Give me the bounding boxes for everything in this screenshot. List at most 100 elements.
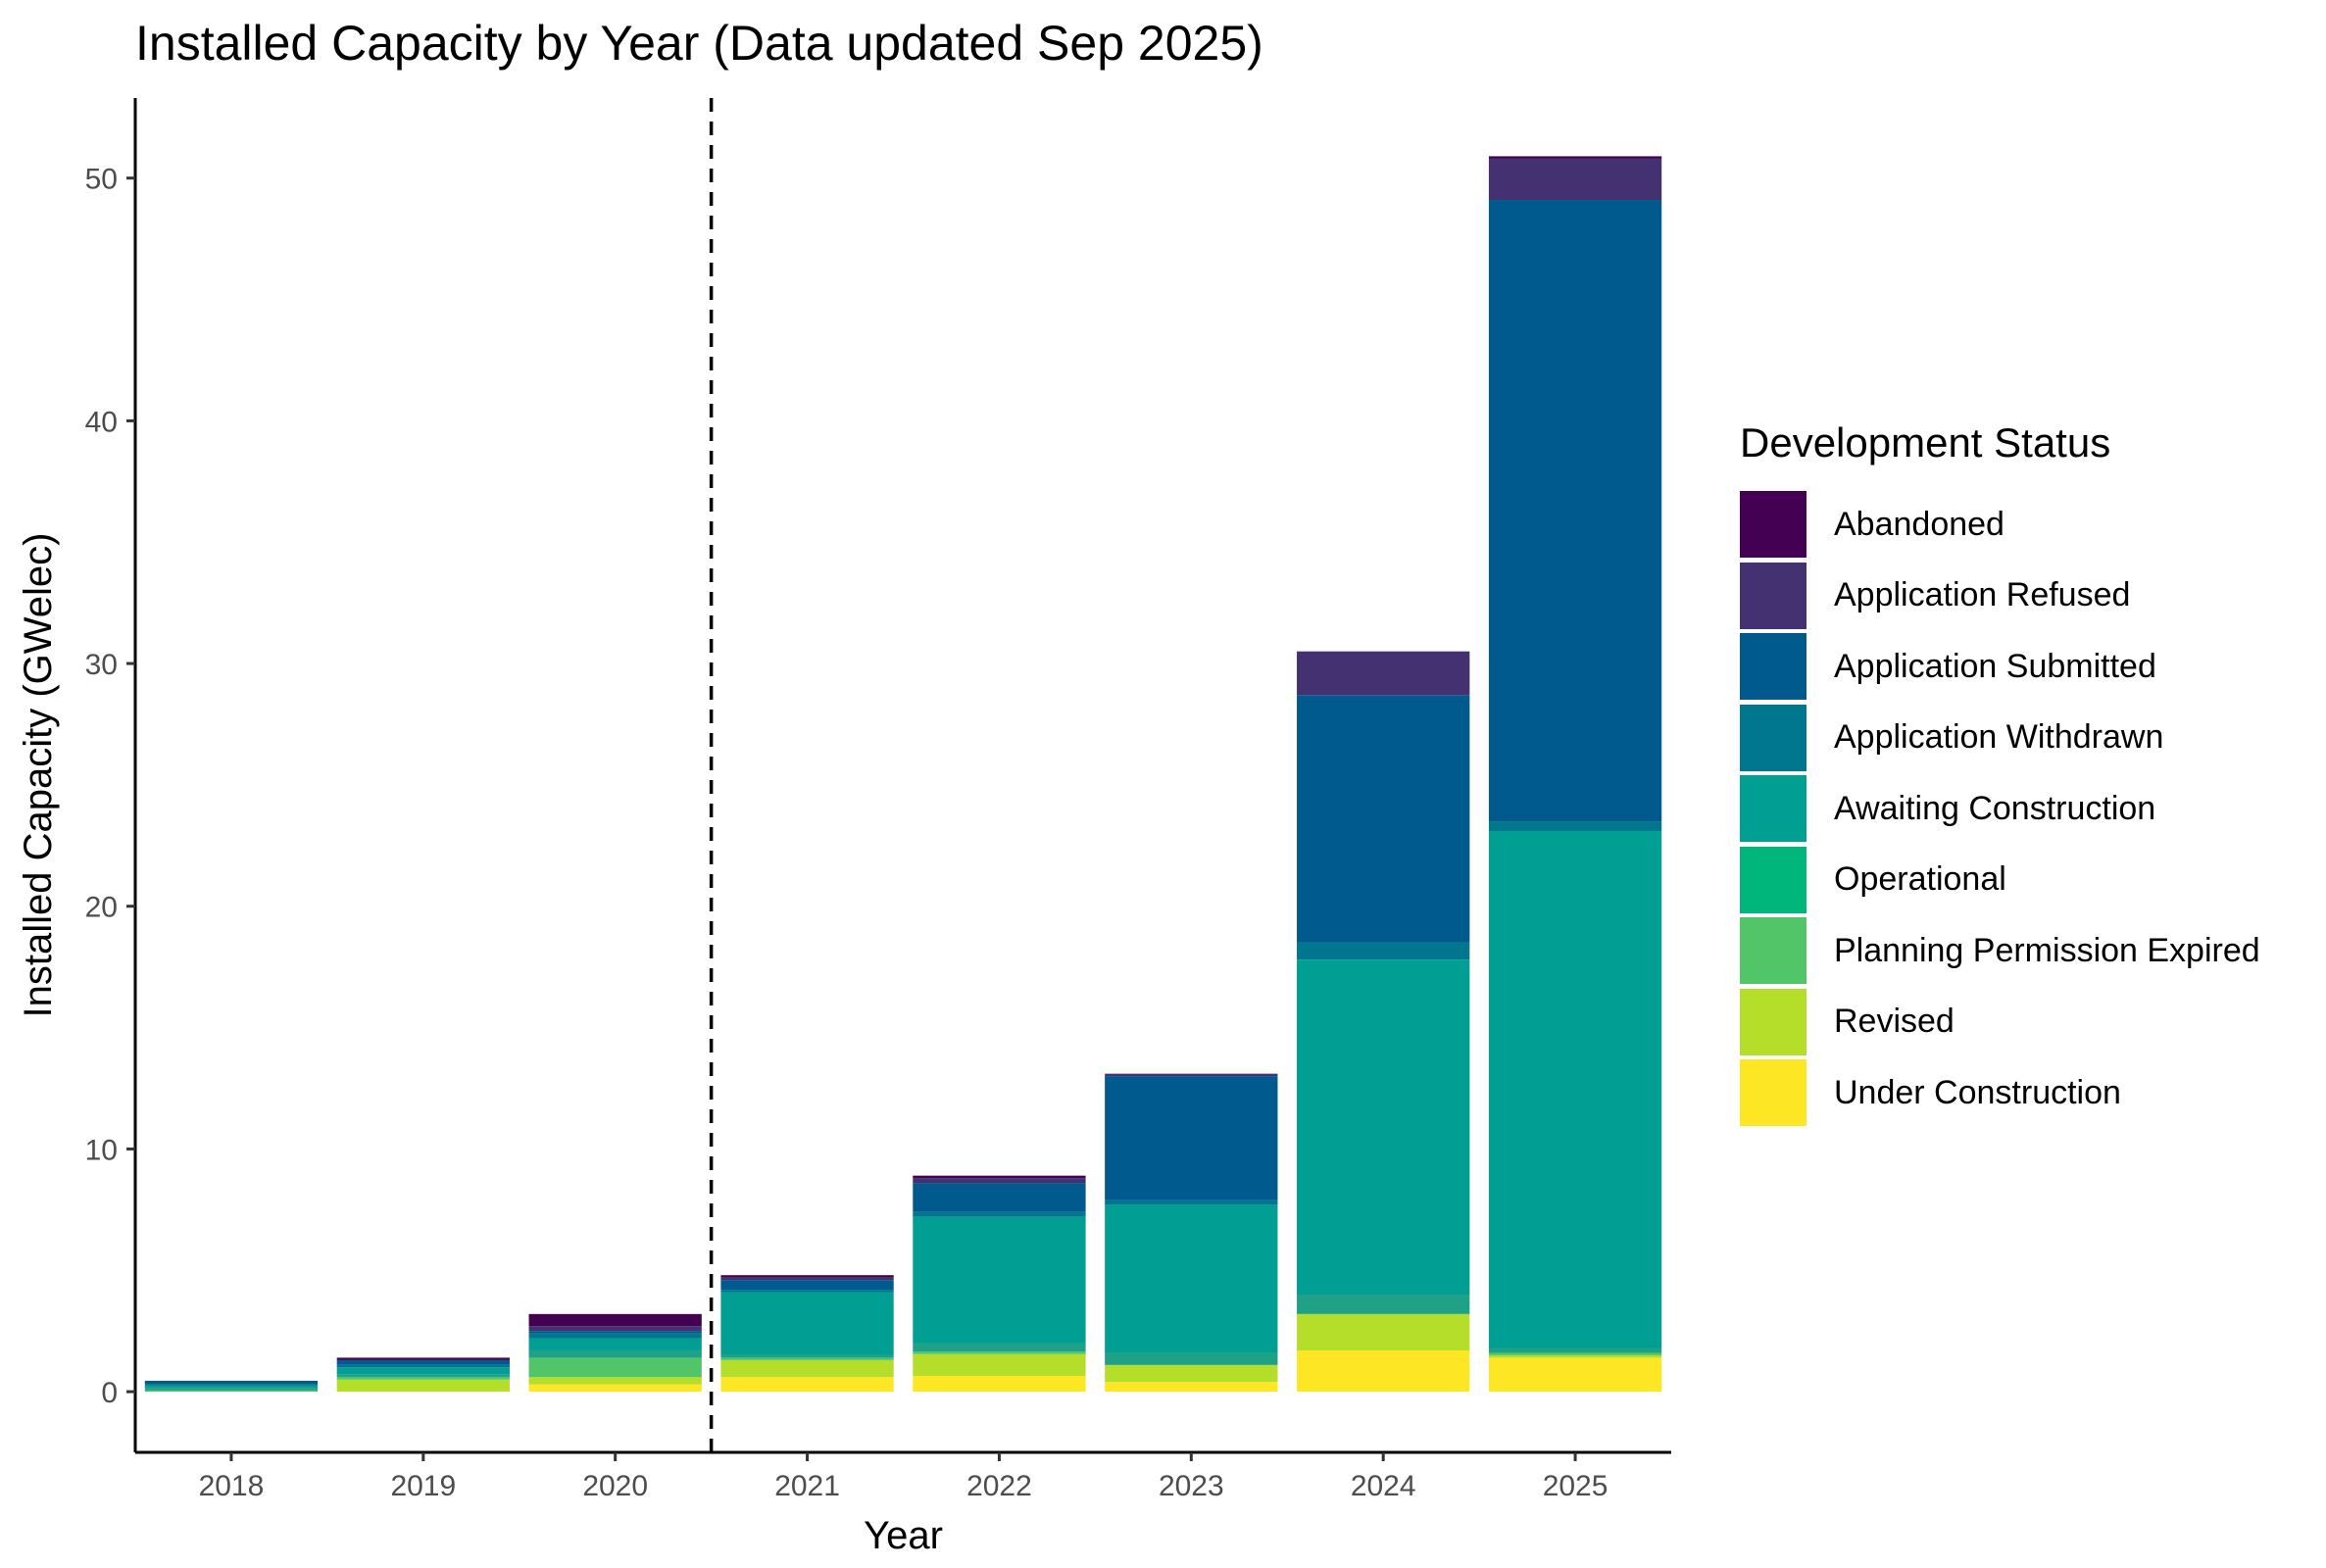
bar-segment (720, 1292, 894, 1355)
bar-stack-2023 (1105, 1073, 1278, 1393)
bar-segment (913, 1211, 1086, 1217)
y-tick-label: 30 (85, 649, 118, 681)
bar-segment (336, 1374, 510, 1378)
bar-stack-2019 (336, 1357, 510, 1393)
y-axis-title: Installed Capacity (GWelec) (17, 533, 60, 1018)
bar-segment (913, 1175, 1086, 1179)
bar-stack-2020 (528, 1313, 702, 1393)
bar-segment (720, 1277, 894, 1281)
bar-segment (336, 1359, 510, 1365)
legend-swatch (1740, 1059, 1806, 1127)
y-tick-label: 10 (85, 1134, 118, 1166)
bar-segment (1105, 1364, 1278, 1383)
legend-items: Abandoned Application Refused Application … (1740, 489, 2260, 1129)
x-tick-label: 2020 (582, 1470, 648, 1502)
legend-swatch (1740, 846, 1806, 913)
x-tick-label: 2022 (966, 1470, 1032, 1502)
bar-segment (1297, 942, 1470, 960)
bar-stack-2021 (720, 1275, 894, 1393)
bar-segment (720, 1290, 894, 1293)
bar-segment (1488, 830, 1662, 1348)
legend-swatch (1740, 704, 1806, 771)
bar-segment (336, 1367, 510, 1375)
bar-segment (1105, 1352, 1278, 1365)
legend-title: Development Status (1740, 419, 2111, 466)
legend-item: Application Refused (1740, 561, 2260, 632)
bar-segment (528, 1326, 702, 1332)
axes-layer: 0 10 20 30 40 50 2018 2019 2020 2021 2022 2023 2024 2… (85, 98, 1671, 1502)
bar-segment (1488, 821, 1662, 831)
bar-segment (1488, 158, 1662, 201)
bar-segment (913, 1351, 1086, 1354)
legend-item: Under Construction (1740, 1057, 2260, 1129)
bar-segment (528, 1384, 702, 1393)
bar-segment (144, 1385, 319, 1389)
legend-label: Application Submitted (1834, 647, 2156, 685)
legend-item: Abandoned (1740, 489, 2260, 561)
bar-segment (1105, 1382, 1278, 1393)
legend: Development Status Abandoned Application … (1740, 416, 2260, 1129)
legend-item: Planning Permission Expired (1740, 915, 2260, 987)
bar-segment (1297, 1349, 1470, 1393)
legend-label: Under Construction (1834, 1073, 2121, 1111)
legend-label: Application Withdrawn (1834, 718, 2164, 757)
x-tick-label: 2025 (1543, 1470, 1608, 1502)
y-tick-label: 50 (85, 164, 118, 196)
bar-segment (1105, 1076, 1278, 1200)
bar-segment (144, 1390, 319, 1393)
legend-label: Revised (1834, 1003, 1955, 1041)
bar-stack-2025 (1488, 156, 1662, 1393)
legend-item: Revised (1740, 987, 2260, 1058)
bar-segment (336, 1357, 510, 1360)
bar-segment (913, 1178, 1086, 1184)
legend-label: Awaiting Construction (1834, 789, 2156, 827)
bar-segment (1488, 200, 1662, 822)
legend-item: Operational (1740, 845, 2260, 916)
bar-segment (913, 1353, 1086, 1376)
bar-segment (913, 1375, 1086, 1393)
legend-label: Planning Permission Expired (1834, 931, 2260, 969)
bar-segment (1297, 959, 1470, 1296)
bar-segment (336, 1377, 510, 1380)
x-tick-label: 2021 (774, 1470, 840, 1502)
bar-segment (528, 1377, 702, 1385)
x-axis-title: Year (864, 1514, 943, 1557)
bar-segment (336, 1379, 510, 1393)
legend-swatch (1740, 917, 1806, 985)
legend-swatch (1740, 562, 1806, 629)
y-tick-label: 40 (85, 406, 118, 438)
legend-swatch (1740, 775, 1806, 843)
bar-segment (144, 1380, 319, 1385)
x-tick-label: 2018 (199, 1470, 265, 1502)
chart-title: Installed Capacity by Year (Data updated… (135, 16, 1263, 71)
bars-layer (144, 156, 1662, 1393)
bar-segment (1297, 651, 1470, 696)
bar-segment (1105, 1073, 1278, 1077)
bar-segment (528, 1338, 702, 1350)
x-tick-label: 2024 (1351, 1470, 1416, 1502)
bar-segment (720, 1280, 894, 1291)
bar-stack-2024 (1297, 651, 1470, 1393)
legend-label: Abandoned (1834, 505, 2004, 543)
bar-segment (528, 1349, 702, 1358)
legend-item: Application Submitted (1740, 631, 2260, 703)
bar-segment (720, 1377, 894, 1393)
bar-segment (1105, 1204, 1278, 1353)
y-tick-label: 20 (85, 892, 118, 924)
bar-segment (528, 1357, 702, 1378)
bar-segment (528, 1331, 702, 1334)
legend-label: Application Refused (1834, 576, 2131, 614)
bar-segment (1488, 1354, 1662, 1358)
y-tick-label: 0 (101, 1377, 118, 1409)
legend-label: Operational (1834, 860, 2006, 899)
bar-segment (720, 1357, 894, 1360)
bar-segment (1105, 1200, 1278, 1205)
bar-segment (144, 1384, 319, 1386)
bar-segment (913, 1343, 1086, 1352)
legend-item: Awaiting Construction (1740, 773, 2260, 845)
bar-segment (1297, 1295, 1470, 1314)
x-tick-label: 2019 (390, 1470, 456, 1502)
bar-segment (1488, 1348, 1662, 1353)
bar-segment (1488, 1352, 1662, 1355)
